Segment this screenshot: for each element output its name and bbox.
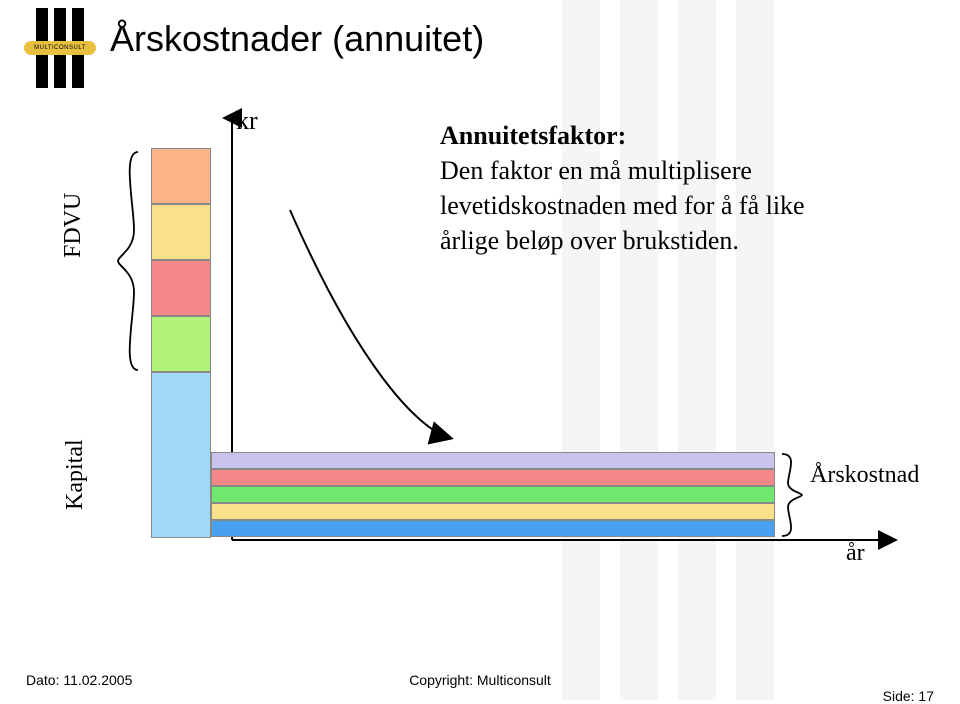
slide: MULTICONSULT Årskostnader (annuitet) kr … — [0, 0, 960, 700]
bg-stripe — [562, 0, 600, 700]
logo-text: MULTICONSULT — [24, 41, 96, 55]
stripe — [211, 520, 775, 537]
bg-stripe — [736, 0, 774, 700]
logo: MULTICONSULT — [28, 8, 92, 88]
annuity-body: Den faktor en må multiplisere levetidsko… — [440, 156, 805, 255]
fdvu-brace — [112, 150, 144, 372]
fdvu-label: FDVU — [60, 193, 87, 258]
footer-date: Dato: 11.02.2005 — [26, 672, 132, 688]
fdvu-row — [151, 204, 211, 260]
footer: Dato: 11.02.2005 Copyright: Multiconsult… — [0, 672, 960, 688]
fdvu-stack — [151, 148, 211, 372]
arskostnad-stripes — [211, 452, 775, 537]
stripe — [211, 486, 775, 503]
footer-page: Side: 17 — [883, 688, 934, 704]
x-axis-label: år — [846, 540, 865, 567]
footer-copyright: Copyright: Multiconsult — [0, 672, 960, 688]
page-title: Årskostnader (annuitet) — [110, 18, 484, 60]
stripe — [211, 503, 775, 520]
stripe — [211, 469, 775, 486]
kapital-label: Kapital — [62, 439, 89, 510]
arskostnad-label: Årskostnad — [810, 462, 919, 489]
bg-stripe — [678, 0, 716, 700]
bg-stripe — [620, 0, 658, 700]
fdvu-row — [151, 260, 211, 316]
y-axis-label: kr — [236, 106, 258, 136]
annuity-text: Annuitetsfaktor: Den faktor en må multip… — [440, 118, 860, 258]
arskostnad-brace — [778, 452, 806, 538]
diagram-svg — [0, 0, 960, 700]
annuity-arrow — [290, 210, 450, 438]
annuity-heading: Annuitetsfaktor: — [440, 121, 626, 150]
stripe — [211, 452, 775, 469]
kapital-block — [151, 372, 211, 538]
fdvu-row — [151, 316, 211, 372]
fdvu-row — [151, 148, 211, 204]
